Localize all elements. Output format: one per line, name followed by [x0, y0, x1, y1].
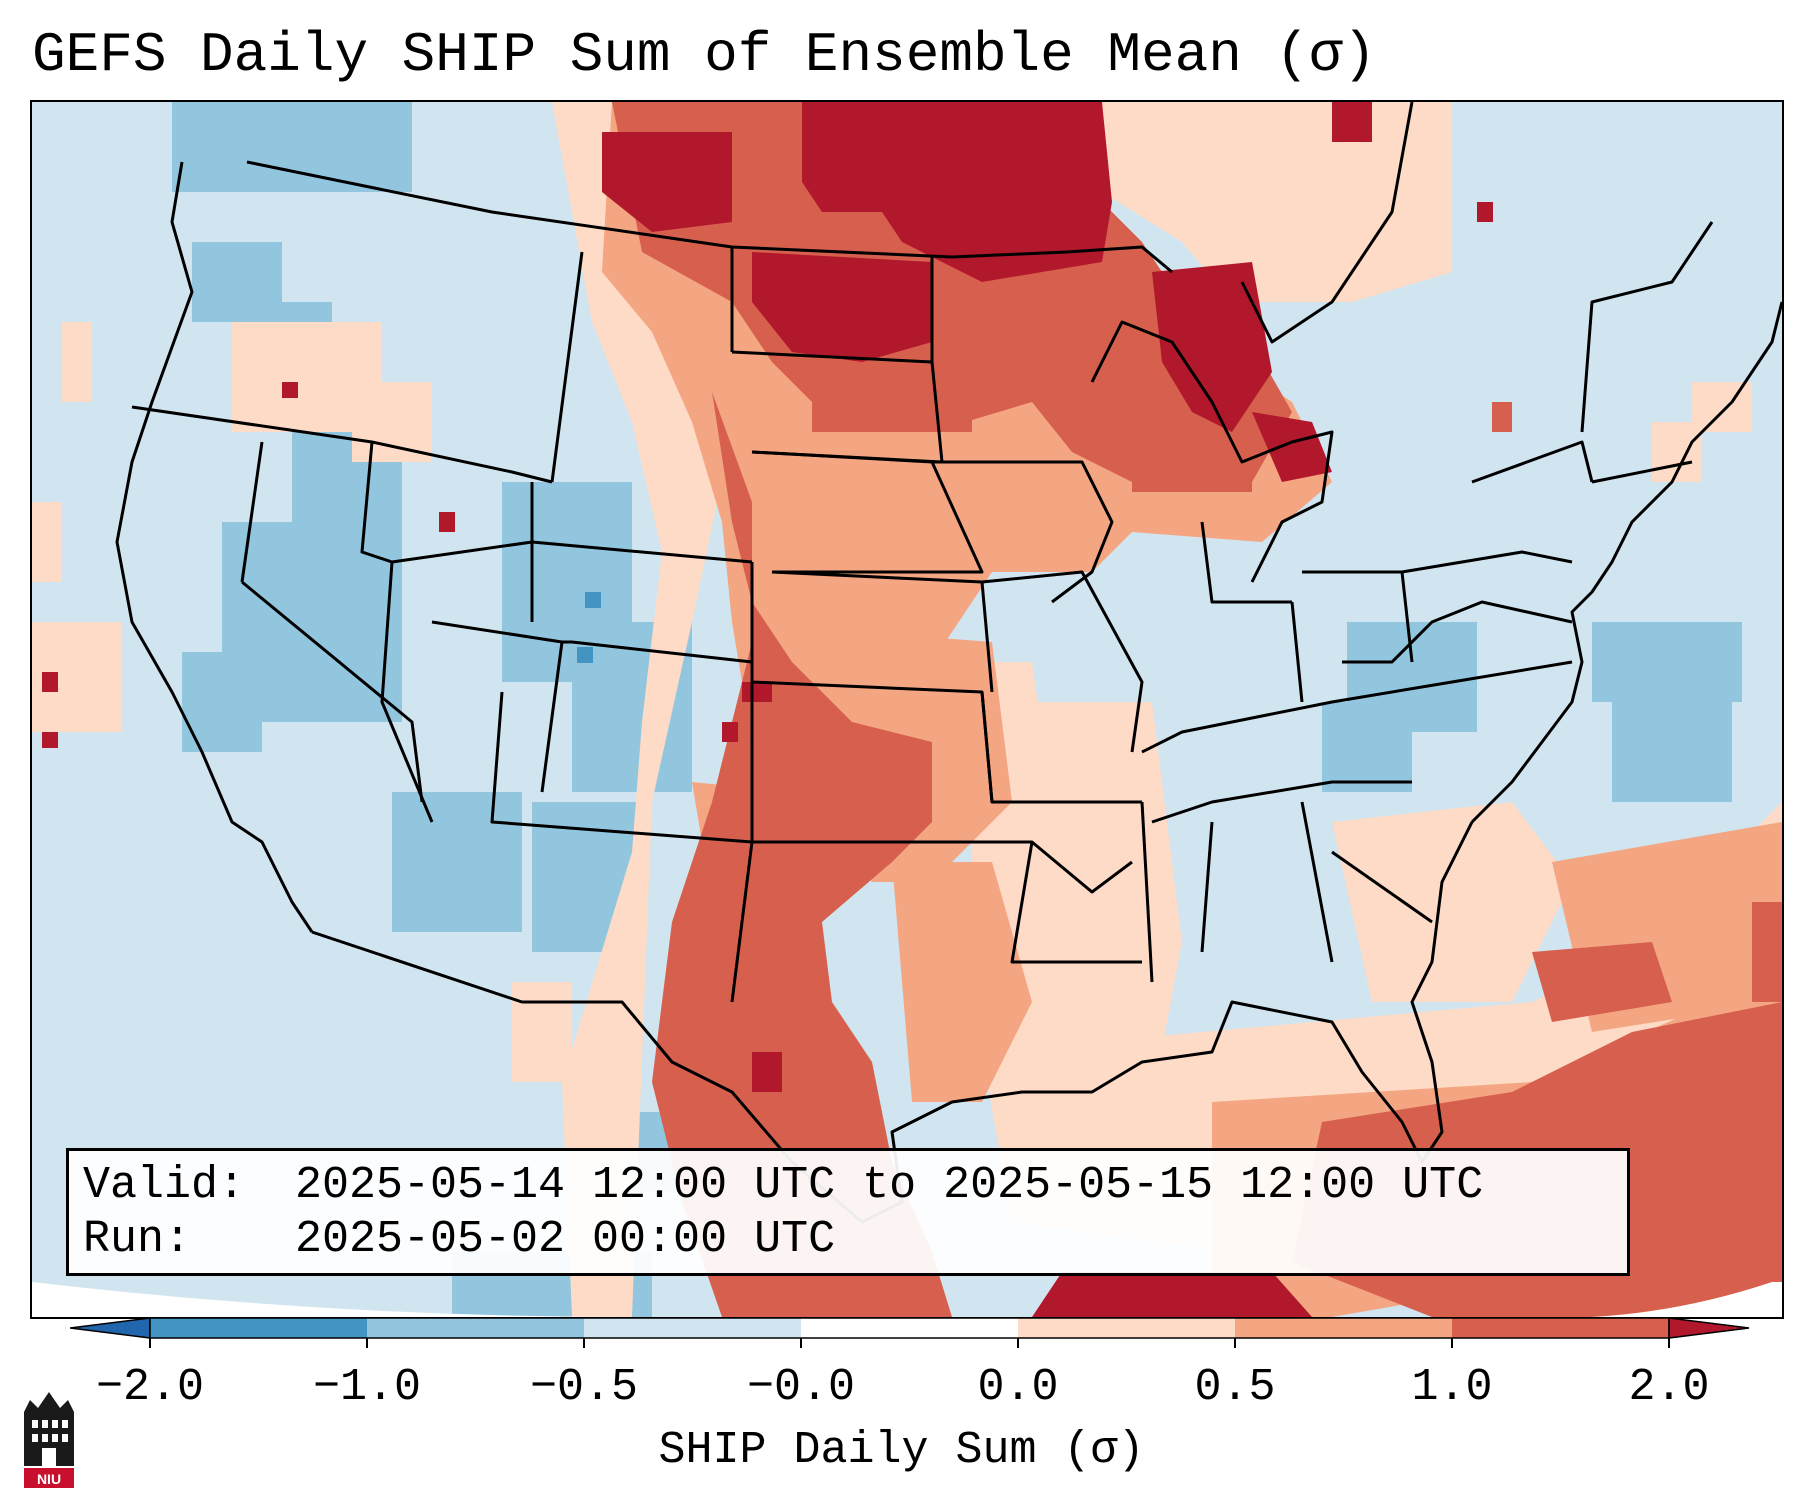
map-panel: [30, 100, 1784, 1319]
colorbar-tick-label: −1.0: [312, 1362, 422, 1413]
colorbar-tick-label: −0.5: [529, 1362, 639, 1413]
colorbar-tick-label: −0.0: [746, 1362, 856, 1413]
colorbar-label: SHIP Daily Sum (σ): [658, 1425, 1145, 1476]
colorbar-segment-2: [367, 1318, 584, 1338]
valid-run-info-box: Valid: 2025-05-14 12:00 UTC to 2025-05-15…: [66, 1148, 1630, 1276]
colorbar-tick-label: 0.0: [977, 1362, 1059, 1413]
colorbar-max-arrow: [1668, 1318, 1750, 1339]
negative-anomaly-patches: [172, 102, 1742, 1317]
projection-edge-right: [1592, 1282, 1782, 1317]
colorbar-ticks: [149, 1338, 1670, 1348]
strong-negative-cells: [577, 592, 601, 663]
colorbar-segment-1: [150, 1318, 367, 1338]
colorbar-outline: [149, 1318, 1670, 1339]
run-line: Run: 2025-05-02 00:00 UTC: [83, 1213, 1613, 1267]
projection-edge: [32, 1282, 632, 1317]
niu-logo: NIU: [24, 1392, 74, 1488]
colorbar-segment-3: [584, 1318, 801, 1338]
state-boundaries: [115, 102, 1782, 1224]
valid-line: Valid: 2025-05-14 12:00 UTC to 2025-05-15…: [83, 1159, 1613, 1213]
run-label: Run:: [83, 1214, 192, 1265]
extreme-positive-field: [42, 102, 1493, 1317]
colorbar-tick-label: 1.0: [1411, 1362, 1493, 1413]
colorbar-segment-6: [1235, 1318, 1452, 1338]
colorbar-tick-label: 2.0: [1628, 1362, 1710, 1413]
colorbar-segment-4: [801, 1318, 1018, 1338]
colorbar-tick-label: −2.0: [95, 1362, 205, 1413]
logo-text: NIU: [37, 1471, 61, 1487]
ship-anomaly-map: [32, 102, 1782, 1317]
valid-value: 2025-05-14 12:00 UTC to 2025-05-15 12:00…: [295, 1160, 1484, 1211]
colorbar-tick-label: 0.5: [1194, 1362, 1276, 1413]
colorbar: [70, 1318, 1750, 1348]
colorbar-min-arrow: [70, 1318, 151, 1339]
map-title: GEFS Daily SHIP Sum of Ensemble Mean (σ): [32, 23, 1377, 87]
colorbar-segment-7: [1452, 1318, 1669, 1338]
valid-label: Valid:: [83, 1160, 246, 1211]
run-value: 2025-05-02 00:00 UTC: [295, 1214, 836, 1265]
colorbar-segment-5: [1018, 1318, 1235, 1338]
